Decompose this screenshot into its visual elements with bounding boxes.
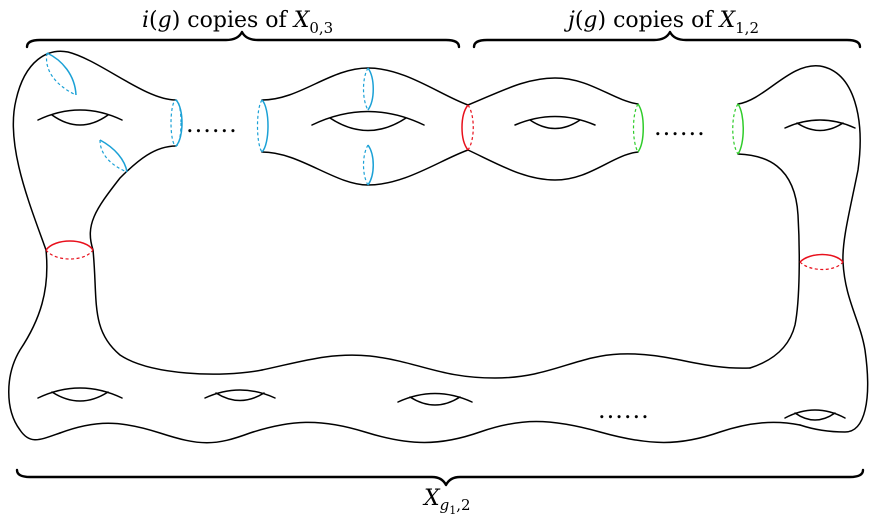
surface-right-inner [737, 153, 800, 369]
handle-bottom-4 [784, 409, 846, 421]
red-curve-junction [461, 104, 469, 151]
blue-curves [45, 52, 374, 186]
label-x-g1-2: Xg1,2 [422, 486, 471, 517]
handle-middle-pants [311, 110, 425, 132]
surface-right-top [737, 65, 861, 263]
handle-bottom-1 [37, 387, 123, 402]
surface-right-outer-lower [799, 261, 869, 433]
surface-middle-pants-bottom [261, 149, 469, 186]
handle-bottom-3 [397, 392, 473, 406]
surface-left-pants-outer [12, 50, 177, 251]
green-curve-last [737, 103, 744, 155]
ellipsis-bottom: ...... [598, 396, 650, 424]
brace-bottom [15, 468, 865, 487]
blue-curve-left-lower-dashed [99, 139, 128, 173]
surface-left-tube-inner [92, 249, 263, 375]
handle-group [37, 109, 856, 421]
handle-x12-last [784, 119, 856, 132]
surface-x12-first-top [467, 77, 639, 106]
ellipsis-top-right: ...... [654, 113, 706, 141]
blue-curve-mid-top [367, 67, 374, 111]
blue-curve-mid-bottom-dashed [362, 144, 369, 186]
green-curve-first-dashed [632, 103, 639, 153]
blue-curve-left-upper [46, 52, 77, 96]
blue-curve-left-neck [175, 99, 183, 147]
red-curve-right-tube-dashed [799, 261, 844, 271]
brace-top-left [25, 30, 461, 49]
red-curve-right-tube [799, 253, 844, 263]
label-i-copies: i(g) copies of X0,3 [142, 8, 333, 37]
green-curve-first [637, 103, 644, 153]
blue-curve-mid-top-dashed [362, 67, 369, 111]
surface-bottom-chain-top [261, 353, 751, 379]
brace-top-right [472, 30, 862, 49]
green-curve-last-dashed [732, 103, 739, 155]
ellipsis-top-left: ...... [186, 110, 238, 138]
blue-curve-mid-entry [261, 99, 269, 153]
blue-curve-left-upper-dashed [45, 52, 77, 96]
surface-left-tube-outer [8, 249, 61, 441]
red-curve-junction-dashed [467, 104, 474, 151]
handle-x12-first [514, 115, 596, 130]
red-curves [45, 104, 844, 271]
label-j-copies: j(g) copies of X1,2 [563, 8, 759, 37]
blue-curve-mid-entry-dashed [256, 99, 263, 153]
handle-bottom-2 [204, 389, 276, 402]
green-curves [632, 103, 744, 155]
surface-left-pants-inner [89, 145, 177, 251]
surface-bottom-chain-bottom [59, 420, 801, 444]
surface-x12-first-bottom [467, 149, 639, 181]
red-curve-left-tube-dashed [45, 249, 94, 260]
blue-curve-left-lower [99, 139, 128, 173]
blue-curve-mid-bottom [367, 144, 374, 186]
handle-left-pants [37, 109, 123, 126]
red-curve-left-tube [45, 240, 94, 251]
